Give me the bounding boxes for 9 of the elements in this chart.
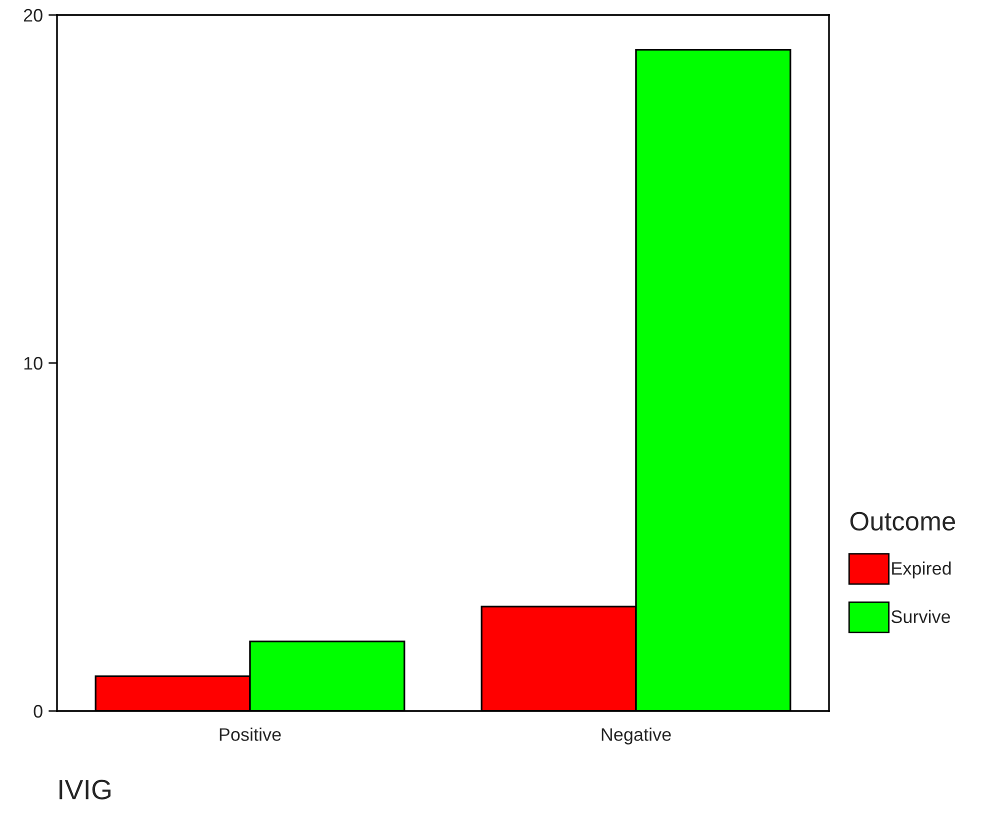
legend-title: Outcome <box>850 512 955 531</box>
x-axis-title: IVIG <box>60 780 110 800</box>
y-tick-label: 10 <box>24 356 42 370</box>
y-tick-label: 0 <box>34 704 42 718</box>
y-tick-label: 20 <box>24 8 42 22</box>
x-tick-label: Negative <box>602 728 671 744</box>
x-tick-label: Positive <box>220 728 281 741</box>
legend-label: Expired <box>892 562 951 578</box>
legend-label: Survive <box>891 610 950 624</box>
